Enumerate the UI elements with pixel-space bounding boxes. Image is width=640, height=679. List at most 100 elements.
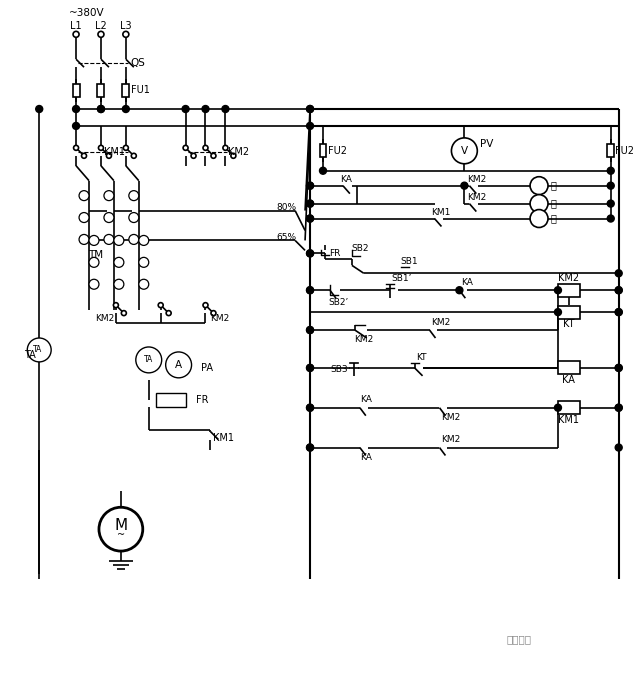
Circle shape [615,404,622,411]
Circle shape [203,303,208,308]
Circle shape [89,236,99,245]
Text: KA: KA [360,395,372,404]
Circle shape [307,365,314,371]
Circle shape [307,327,314,333]
Bar [156,392,186,407]
Circle shape [307,444,314,451]
Text: ~380V: ~380V [69,8,105,18]
Circle shape [607,182,614,189]
Text: KM1: KM1 [559,415,579,424]
Circle shape [307,200,314,207]
Text: 绿: 绿 [551,181,557,191]
Text: FU2: FU2 [328,146,347,155]
Text: 技成培训: 技成培训 [507,634,532,644]
Circle shape [139,279,148,289]
Bar [97,84,104,96]
Circle shape [79,191,89,200]
Text: KM2: KM2 [354,335,373,344]
Text: KA: KA [461,278,473,287]
Circle shape [139,236,148,245]
Circle shape [615,404,622,411]
Circle shape [104,191,114,200]
Text: PA: PA [200,363,212,373]
Text: KT: KT [417,354,427,363]
Circle shape [554,287,561,294]
Circle shape [72,105,79,113]
Circle shape [191,153,196,158]
Circle shape [307,250,314,257]
Text: SB2’: SB2’ [328,297,348,307]
Text: KM2: KM2 [442,413,461,422]
Circle shape [615,309,622,316]
Bar [558,306,580,318]
Circle shape [615,365,622,371]
Circle shape [139,257,148,268]
Circle shape [166,310,171,316]
Circle shape [554,404,561,411]
Circle shape [307,287,314,294]
Text: 红: 红 [551,213,557,223]
Text: A: A [175,360,182,370]
Circle shape [615,309,622,316]
Text: 黄: 黄 [551,198,557,208]
Circle shape [307,215,314,222]
Circle shape [222,105,229,113]
Circle shape [307,404,314,411]
Circle shape [211,310,216,316]
Text: 80%: 80% [276,203,296,212]
Circle shape [607,215,614,222]
Text: KM2: KM2 [211,314,230,323]
Circle shape [307,287,314,294]
Text: SB1: SB1 [401,257,419,266]
Text: L3: L3 [120,21,132,31]
Circle shape [615,287,622,294]
Text: FR: FR [329,249,340,258]
Circle shape [202,105,209,113]
Text: KM1: KM1 [104,147,125,157]
Circle shape [106,153,111,158]
Circle shape [307,200,314,207]
Text: V: V [461,146,468,155]
Text: L2: L2 [95,21,107,31]
Text: KA: KA [563,375,575,385]
Circle shape [97,105,104,113]
Text: 65%: 65% [276,233,296,242]
Bar [122,84,129,96]
Circle shape [307,122,314,130]
Circle shape [114,279,124,289]
Circle shape [74,145,79,150]
Circle shape [615,287,622,294]
Circle shape [124,145,129,150]
Circle shape [554,309,561,316]
Circle shape [129,234,139,244]
Text: SB3: SB3 [330,365,348,374]
Circle shape [136,347,162,373]
Text: TA: TA [24,350,36,360]
Text: KT: KT [563,319,575,329]
Text: KM2: KM2 [467,175,486,184]
Bar [558,361,580,374]
Circle shape [97,105,104,113]
Circle shape [122,310,126,316]
Circle shape [307,365,314,371]
Circle shape [113,303,118,308]
Text: TA: TA [144,355,154,365]
Bar [72,84,79,96]
Circle shape [451,138,477,164]
Text: KM2: KM2 [558,273,579,283]
Text: QS: QS [131,58,146,68]
Circle shape [183,145,188,150]
Circle shape [211,153,216,158]
Circle shape [98,31,104,37]
Circle shape [456,287,463,294]
Text: KM2: KM2 [228,147,250,157]
Circle shape [28,338,51,362]
Text: KM2: KM2 [431,318,451,327]
Circle shape [89,257,99,268]
Circle shape [89,279,99,289]
Circle shape [307,215,314,222]
Circle shape [73,31,79,37]
Circle shape [81,153,86,158]
Circle shape [104,213,114,223]
Circle shape [307,250,314,257]
